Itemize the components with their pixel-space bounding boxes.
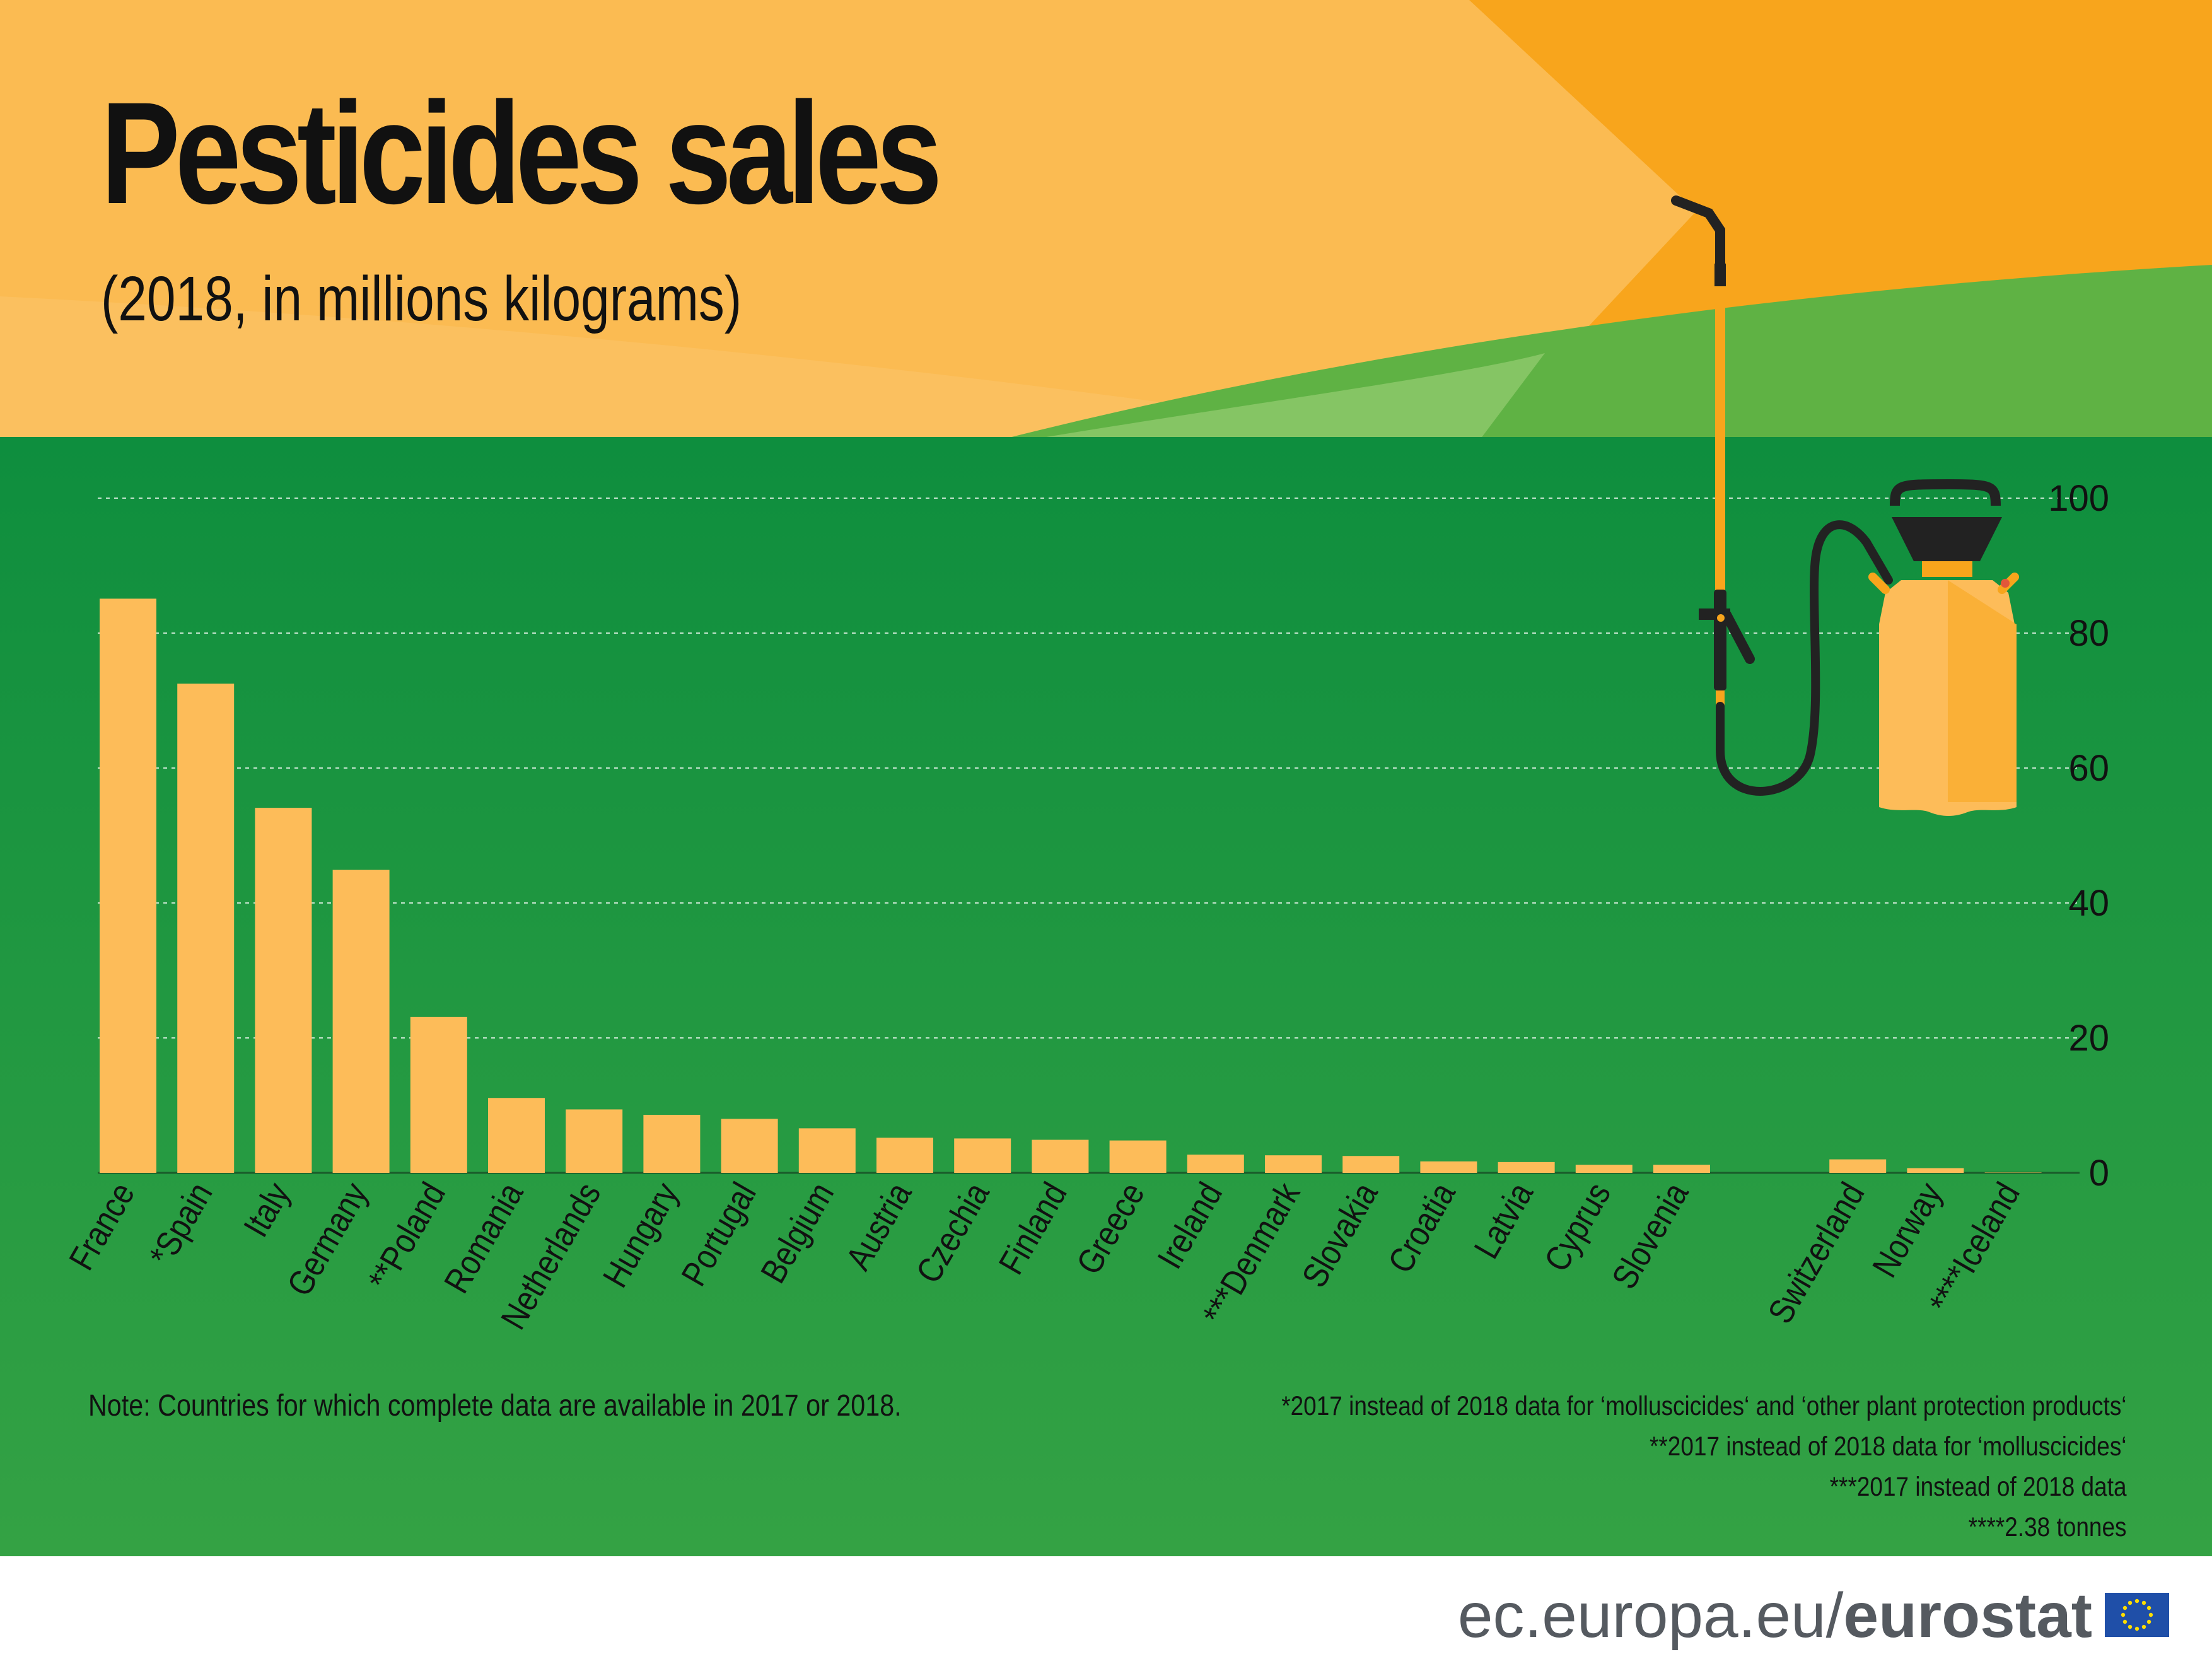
page-subtitle: (2018, in millions kilograms) [101,264,742,334]
eu-star [2134,1598,2139,1604]
note-text: Note: Countries for which complete data … [88,1389,902,1423]
bar [721,1119,778,1173]
eu-star [2128,1600,2133,1605]
y-tick-label: 0 [2089,1153,2109,1194]
y-tick-label: 40 [2068,883,2109,924]
bar [1109,1140,1167,1173]
eu-flag-icon [2105,1593,2169,1637]
footer-url-prefix: ec.europa.eu/ [1457,1580,1844,1651]
bar [488,1098,545,1173]
footnote-1: *2017 instead of 2018 data for ‘mollusci… [1281,1391,2127,1421]
footer-band [0,1556,2212,1671]
footnote-2: **2017 instead of 2018 data for ‘mollusc… [1650,1431,2127,1462]
bar [1498,1162,1555,1173]
eu-star [2148,1612,2153,1617]
bar [100,598,156,1173]
bar [876,1138,933,1173]
eu-star [2122,1619,2128,1624]
bar [1032,1139,1089,1173]
bar [332,870,390,1173]
eu-star [2141,1624,2146,1629]
bar [1342,1156,1400,1173]
eu-star [2146,1605,2151,1610]
field-stripes [0,296,1261,454]
bar [954,1138,1011,1173]
footer-link[interactable]: ec.europa.eu/eurostat [1458,1584,2092,1647]
y-tick-label: 80 [2068,613,2109,654]
bar [1575,1165,1633,1173]
y-tick-label: 100 [2048,478,2109,519]
y-tick-label: 20 [2068,1018,2109,1059]
y-tick-labels: 0 20 40 60 80 100 [2048,478,2109,1194]
bar [1653,1165,1710,1173]
hill-light [946,353,1545,454]
page-title: Pesticides sales [101,72,942,234]
footnote-3: ***2017 instead of 2018 data [1830,1472,2127,1502]
bar [1187,1155,1244,1173]
bar [1265,1155,1322,1173]
bar [410,1016,467,1173]
eu-star [2121,1612,2126,1617]
y-tick-label: 60 [2068,748,2109,789]
eu-star [2122,1605,2128,1610]
bar [1829,1159,1887,1173]
bar [177,684,235,1173]
bar [643,1114,701,1173]
footnotes: *2017 instead of 2018 data for ‘mollusci… [1282,1386,2127,1547]
bar [1907,1168,1964,1173]
bar [566,1109,623,1173]
bars [100,598,2042,1173]
bar [255,808,312,1173]
bar [1420,1161,1477,1173]
eu-star [2141,1600,2146,1605]
footer-url-brand: eurostat [1843,1580,2092,1651]
eu-star [2146,1619,2151,1624]
bar [798,1128,856,1173]
footnote-4: ****2.38 tonnes [1969,1512,2127,1542]
eu-star [2134,1626,2139,1631]
eu-star [2128,1624,2133,1629]
